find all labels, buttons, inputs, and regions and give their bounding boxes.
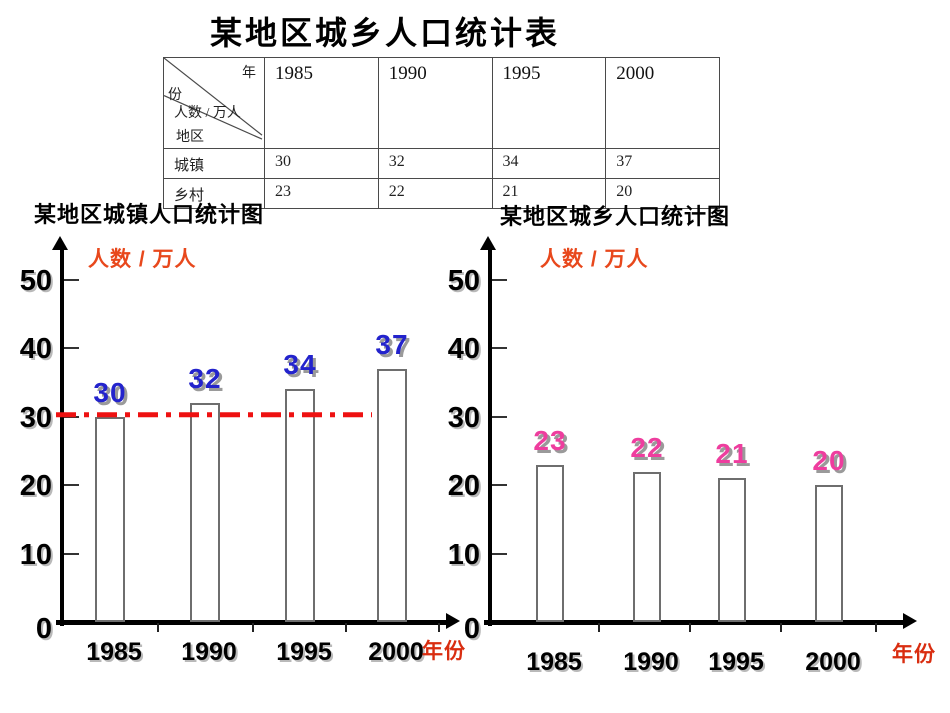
y-tick-label: 0 <box>463 613 480 645</box>
rural-chart-title: 某地区城乡人口统计图 <box>500 204 731 229</box>
population-table-grid: 年 份 人数 / 万人 地区 1985 1990 1995 2000 城镇 30… <box>163 57 720 209</box>
bar-1995 <box>285 389 315 622</box>
row-label-urban: 城镇 <box>163 148 265 179</box>
bar-1990 <box>190 403 220 622</box>
y-tick-label: 50 <box>447 265 480 297</box>
table-cell: 37 <box>605 148 720 179</box>
y-tick <box>492 552 507 555</box>
bar-2000 <box>377 368 407 622</box>
bar-value-label: 20 <box>812 445 846 477</box>
year-header: 2000 <box>605 57 720 149</box>
y-tick <box>64 552 79 555</box>
y-axis-arrow-icon <box>52 236 68 250</box>
y-tick-label: 30 <box>447 401 480 434</box>
x-tick <box>438 623 440 632</box>
table-cell: 30 <box>264 148 379 179</box>
y-tick-label: 40 <box>447 333 480 366</box>
bar-1985 <box>95 416 125 622</box>
table-cell: 21 <box>491 178 607 209</box>
table-cell: 22 <box>377 178 493 209</box>
table-cell: 23 <box>264 178 379 209</box>
corner-label-year-bottom: 份 <box>168 88 182 103</box>
y-tick-label: 20 <box>447 470 480 503</box>
bar-1990 <box>633 471 661 622</box>
corner-label-count: 人数 / 万人 <box>174 106 241 121</box>
x-tick <box>688 623 691 632</box>
y-tick <box>492 415 507 418</box>
x-tick <box>345 623 347 632</box>
bar-1985 <box>536 464 564 622</box>
page-title: 某地区城乡人口统计表 <box>209 15 560 51</box>
bar-value-label: 23 <box>533 424 567 456</box>
x-axis <box>56 620 448 625</box>
x-category-label: 1995 <box>276 638 332 666</box>
corner-label-region: 地区 <box>176 130 204 145</box>
y-axis-unit-label: 人数 / 万人 <box>540 248 649 271</box>
x-category-label: 2000 <box>368 638 424 666</box>
table-corner-cell: 年 份 人数 / 万人 地区 <box>163 57 265 149</box>
corner-label-year-top: 年 <box>242 66 256 81</box>
x-tick <box>251 623 254 632</box>
x-axis-unit-label: 年份 <box>892 642 936 666</box>
x-category-label: 1990 <box>181 638 237 666</box>
urban-chart-title: 某地区城镇人口统计图 <box>34 202 265 227</box>
x-axis-unit-label: 年份 <box>422 639 466 663</box>
bar-2000 <box>815 485 843 622</box>
y-tick <box>64 279 79 281</box>
x-category-label: 1990 <box>623 648 679 676</box>
y-tick <box>492 279 507 281</box>
population-table: 年 份 人数 / 万人 地区 1985 1990 1995 2000 城镇 30… <box>163 57 720 209</box>
y-axis-arrow-icon <box>480 236 496 250</box>
x-category-label: 2000 <box>805 648 861 676</box>
year-header: 1990 <box>377 57 493 149</box>
bar-value-label: 37 <box>375 328 409 360</box>
table-row-urban: 城镇 30 32 34 37 <box>163 148 720 179</box>
table-cell: 32 <box>377 148 493 179</box>
x-category-label: 1985 <box>526 648 582 676</box>
y-axis <box>488 250 492 626</box>
bar-value-label: 22 <box>630 431 664 463</box>
row-label-rural: 乡村 <box>163 178 265 209</box>
bar-value-label: 34 <box>283 349 317 381</box>
y-tick <box>492 484 507 487</box>
bar-value-label: 32 <box>188 363 222 395</box>
x-tick <box>156 623 159 632</box>
table-cell: 34 <box>491 148 607 179</box>
y-axis <box>60 250 64 626</box>
y-axis-unit-label: 人数 / 万人 <box>88 248 197 271</box>
bar-value-label: 30 <box>93 376 127 408</box>
x-tick <box>597 623 600 632</box>
y-tick-label: 0 <box>35 613 52 645</box>
x-tick <box>875 623 877 632</box>
year-header: 1995 <box>491 57 607 149</box>
y-tick <box>64 484 79 487</box>
y-tick-label: 10 <box>19 538 52 571</box>
y-tick-label: 20 <box>19 470 52 503</box>
x-axis-arrow-icon <box>903 613 917 629</box>
x-category-label: 1985 <box>86 638 142 666</box>
x-axis-arrow-icon <box>446 613 460 629</box>
y-tick-label: 10 <box>447 538 480 571</box>
x-tick <box>779 623 782 632</box>
y-tick <box>492 347 507 350</box>
x-axis <box>484 620 905 625</box>
y-tick <box>64 347 79 350</box>
bar-1995 <box>718 478 746 622</box>
table-header-row: 年 份 人数 / 万人 地区 1985 1990 1995 2000 <box>163 57 720 149</box>
x-category-label: 1995 <box>708 648 764 676</box>
diagonal-divider-icon <box>164 58 263 140</box>
year-header: 1985 <box>264 57 379 149</box>
table-row-rural: 乡村 23 22 21 20 <box>163 178 720 209</box>
table-cell: 20 <box>605 178 720 209</box>
y-tick-label: 50 <box>19 265 52 297</box>
y-tick-label: 30 <box>19 401 52 434</box>
y-tick <box>64 415 79 418</box>
y-tick-label: 40 <box>19 333 52 366</box>
urban-bar-chart: 0 10 20 30 40 50 30 1985 32 1990 34 1995 37 2000 人数 / … <box>0 230 480 713</box>
rural-bar-chart: 0 10 20 30 40 50 23 1985 22 1990 21 1995 20 2000 人数 / … <box>430 230 950 713</box>
bar-value-label: 21 <box>715 438 749 470</box>
